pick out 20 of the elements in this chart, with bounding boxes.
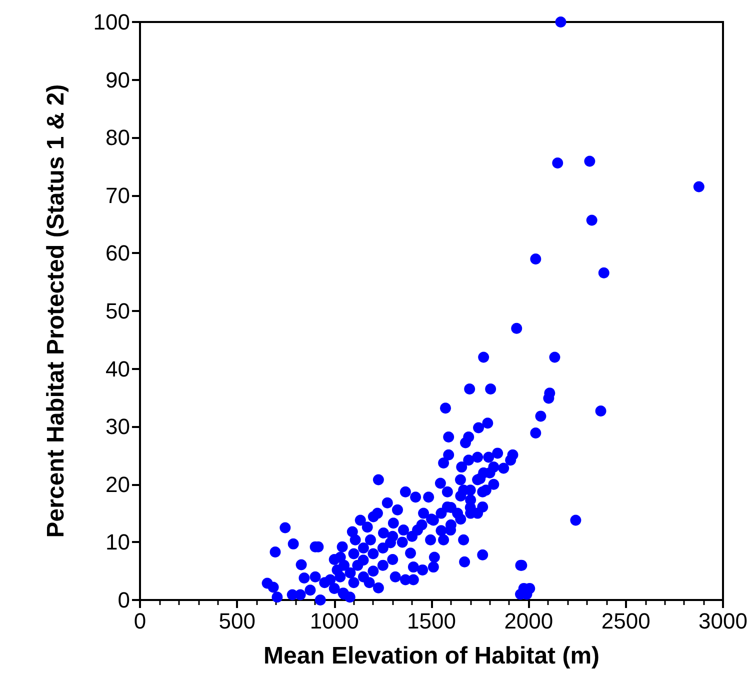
x-tick-label: 1000 xyxy=(310,608,359,634)
x-tick-label: 2000 xyxy=(504,608,554,634)
y-tick-label: 30 xyxy=(106,414,130,440)
y-tick-label: 20 xyxy=(106,472,130,497)
y-tick-label: 70 xyxy=(106,182,130,208)
x-tick-label: 3000 xyxy=(698,608,748,634)
x-tick-label: 0 xyxy=(134,608,146,634)
y-tick-label: 50 xyxy=(106,298,130,324)
x-tick-label: 500 xyxy=(218,608,256,634)
y-tick-label: 0 xyxy=(118,588,130,612)
x-tick-label: 1500 xyxy=(407,608,456,634)
y-tick-label: 60 xyxy=(106,240,130,266)
y-tick-label: 40 xyxy=(106,356,130,382)
y-tick-label: 100 xyxy=(93,10,130,34)
x-axis-title: Mean Elevation of Habitat (m) xyxy=(263,642,600,670)
y-tick-label: 80 xyxy=(106,125,130,150)
x-tick-label: 2500 xyxy=(601,608,650,634)
y-tick-label: 90 xyxy=(106,67,130,92)
y-axis-title: Percent Habitat Protected (Status 1 & 2) xyxy=(42,84,70,538)
y-tick-label: 10 xyxy=(106,530,130,555)
